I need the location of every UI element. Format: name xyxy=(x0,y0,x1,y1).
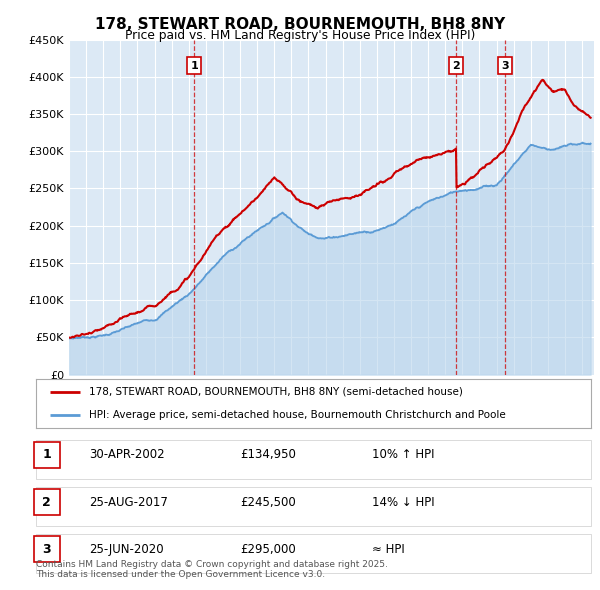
Text: Contains HM Land Registry data © Crown copyright and database right 2025.
This d: Contains HM Land Registry data © Crown c… xyxy=(36,560,388,579)
Text: 30-APR-2002: 30-APR-2002 xyxy=(89,448,164,461)
Text: Price paid vs. HM Land Registry's House Price Index (HPI): Price paid vs. HM Land Registry's House … xyxy=(125,30,475,42)
Text: £245,500: £245,500 xyxy=(240,496,296,509)
Text: 14% ↓ HPI: 14% ↓ HPI xyxy=(372,496,434,509)
Text: 10% ↑ HPI: 10% ↑ HPI xyxy=(372,448,434,461)
Text: 178, STEWART ROAD, BOURNEMOUTH, BH8 8NY: 178, STEWART ROAD, BOURNEMOUTH, BH8 8NY xyxy=(95,17,505,31)
Text: ≈ HPI: ≈ HPI xyxy=(372,543,405,556)
Text: 3: 3 xyxy=(43,543,51,556)
Text: 2: 2 xyxy=(43,496,51,509)
Text: 25-JUN-2020: 25-JUN-2020 xyxy=(89,543,163,556)
Text: 178, STEWART ROAD, BOURNEMOUTH, BH8 8NY (semi-detached house): 178, STEWART ROAD, BOURNEMOUTH, BH8 8NY … xyxy=(89,387,463,397)
Text: 1: 1 xyxy=(43,448,51,461)
Text: 1: 1 xyxy=(190,61,198,71)
Text: 3: 3 xyxy=(501,61,509,71)
Text: 2: 2 xyxy=(452,61,460,71)
Text: 25-AUG-2017: 25-AUG-2017 xyxy=(89,496,167,509)
Text: £134,950: £134,950 xyxy=(240,448,296,461)
Text: £295,000: £295,000 xyxy=(240,543,296,556)
Text: HPI: Average price, semi-detached house, Bournemouth Christchurch and Poole: HPI: Average price, semi-detached house,… xyxy=(89,410,505,420)
